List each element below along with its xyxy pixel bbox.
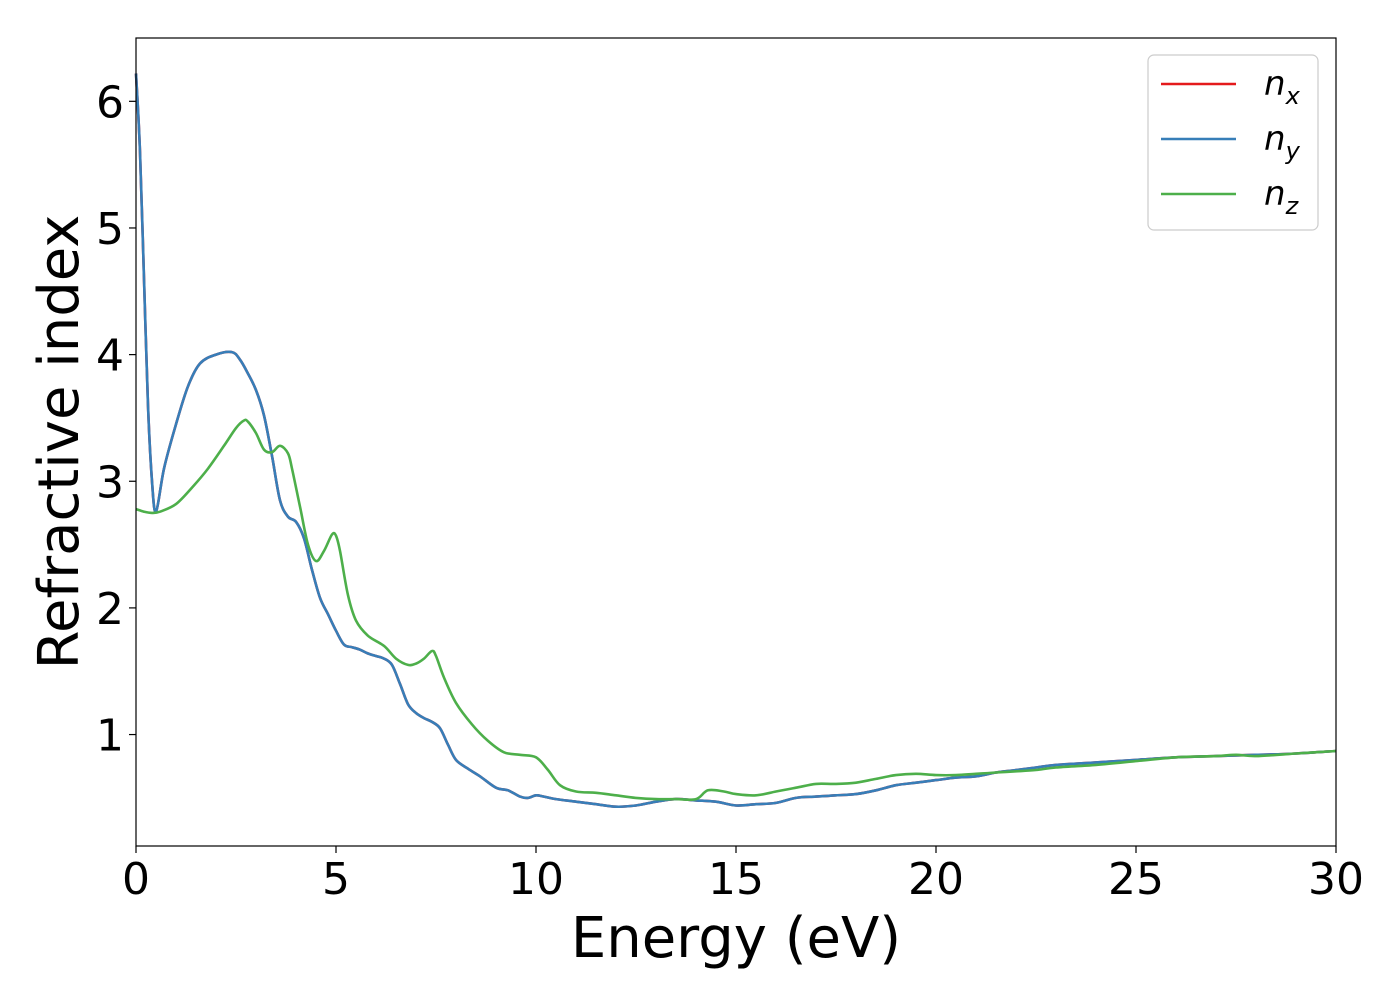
legend-label-subscript: z <box>1285 192 1300 220</box>
plot-area <box>136 38 1336 846</box>
x-tick-label: 30 <box>1308 854 1364 905</box>
x-tick-label: 10 <box>508 854 564 905</box>
legend-label-x: nx <box>1264 64 1301 110</box>
legend-label-y: ny <box>1264 119 1301 165</box>
y-tick-label: 2 <box>96 584 124 635</box>
y-tick-label: 3 <box>96 457 124 508</box>
legend-box <box>1147 54 1319 231</box>
x-tick-label: 5 <box>322 854 350 905</box>
x-tick-label: 15 <box>708 854 764 905</box>
y-tick-label: 5 <box>96 204 124 255</box>
legend-label-z: nz <box>1264 174 1300 220</box>
legend-label-subscript: x <box>1285 82 1301 110</box>
y-tick-label: 4 <box>96 331 124 382</box>
x-tick-label: 25 <box>1108 854 1164 905</box>
x-tick-label: 20 <box>908 854 964 905</box>
series-line-y <box>134 73 1337 809</box>
legend-label-base: n <box>1264 119 1286 159</box>
x-axis-title: Energy (eV) <box>571 906 901 971</box>
legend-label-subscript: y <box>1285 137 1301 165</box>
legend-label-base: n <box>1264 174 1286 214</box>
legend-label-base: n <box>1264 64 1286 104</box>
y-axis-title: Refractive index <box>27 215 92 670</box>
series-line-z <box>135 418 1337 802</box>
x-tick-label: 0 <box>122 854 150 905</box>
y-tick-label: 1 <box>96 711 124 762</box>
y-tick-label: 6 <box>96 77 124 128</box>
